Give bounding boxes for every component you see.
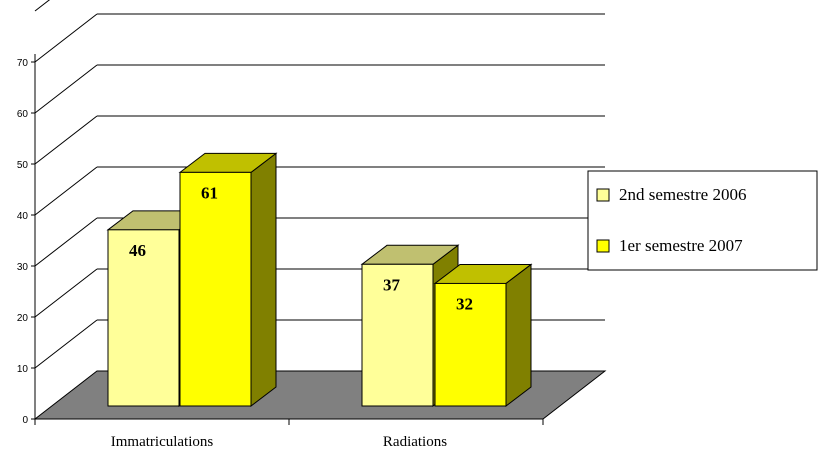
data-label: 61 xyxy=(201,183,218,202)
gridline-diagonal xyxy=(34,0,51,12)
gridline-diagonal xyxy=(34,166,98,216)
y-tick-label: 40 xyxy=(17,211,29,222)
axes xyxy=(31,54,544,425)
labels: 0 10 20 30 40 50 60 70 Immatriculations Radiation… xyxy=(17,58,473,450)
y-tick-label: 50 xyxy=(17,160,29,171)
legend: 2nd semestre 2006 1er semestre 2007 xyxy=(587,170,818,271)
gridline-diagonal xyxy=(34,115,98,165)
y-tick-label: 60 xyxy=(17,109,29,120)
y-tick-label: 0 xyxy=(22,415,28,426)
y-tick-label: 10 xyxy=(17,364,29,375)
gridline-diagonal xyxy=(34,319,98,369)
bars xyxy=(106,152,533,408)
data-label: 46 xyxy=(129,241,146,260)
legend-box xyxy=(587,170,818,271)
gridline-diagonal xyxy=(34,268,98,318)
gridline-diagonal xyxy=(34,13,98,63)
x-category-label: Immatriculations xyxy=(111,434,214,450)
y-tick-label: 20 xyxy=(17,313,29,324)
y-tick-label: 70 xyxy=(17,58,29,69)
y-tick-label: 30 xyxy=(17,262,29,273)
legend-label-series-1: 2nd semestre 2006 xyxy=(619,185,746,204)
bar-side xyxy=(250,152,277,408)
legend-swatch-series-1 xyxy=(596,188,610,202)
bar-front xyxy=(434,282,507,407)
data-label: 37 xyxy=(383,275,401,294)
bar-front xyxy=(361,263,434,407)
legend-label-series-2: 1er semestre 2007 xyxy=(619,236,743,255)
bar-side xyxy=(505,263,532,408)
bar-front xyxy=(107,229,180,407)
x-category-label: Radiations xyxy=(383,434,447,450)
bar xyxy=(178,152,278,408)
bar xyxy=(433,263,533,408)
legend-swatch-series-2 xyxy=(596,239,610,253)
gridline-diagonal xyxy=(34,217,98,267)
data-label: 32 xyxy=(456,294,473,313)
bar-front xyxy=(179,171,252,407)
gridline-diagonal xyxy=(34,64,98,114)
